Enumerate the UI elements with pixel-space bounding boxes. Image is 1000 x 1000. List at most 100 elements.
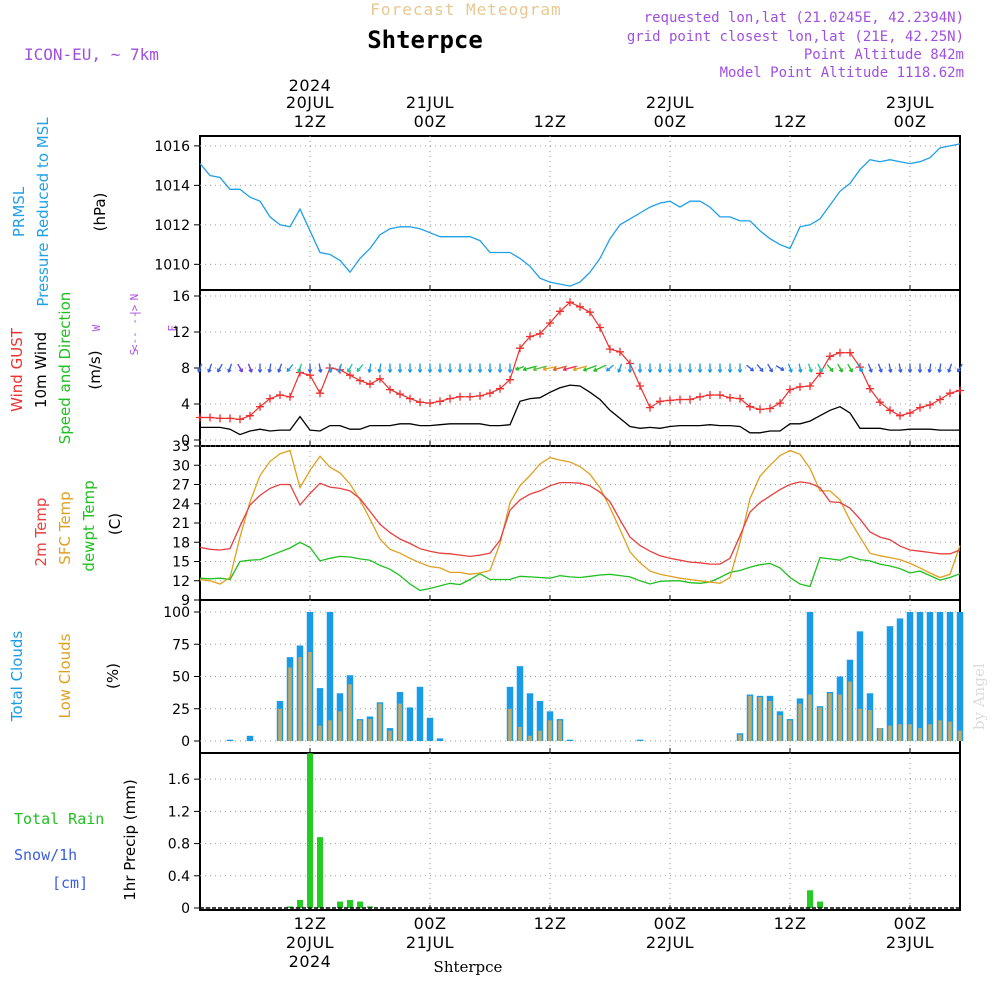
low-cloud-bar xyxy=(328,720,332,741)
header-point-altitude: Point Altitude 842m xyxy=(804,47,964,63)
wind-arrow xyxy=(447,363,453,373)
gust-marker xyxy=(546,319,554,327)
wind-arrow-head xyxy=(957,368,962,373)
y-tick-label: 0.4 xyxy=(168,869,190,885)
low-cloud-bar xyxy=(368,719,372,741)
time-label-bottom: 23JUL xyxy=(886,933,934,952)
gust-marker xyxy=(526,332,534,341)
gust-marker xyxy=(696,392,704,401)
wind-arrow-shaft xyxy=(756,364,764,372)
low-cloud-bar xyxy=(318,725,322,741)
gust-marker xyxy=(576,302,584,311)
wind-arrow xyxy=(917,363,923,373)
wind-arrow-shaft xyxy=(347,363,353,373)
gust-marker xyxy=(426,399,434,408)
y-tick-label: 15 xyxy=(172,555,190,571)
header-grid-point: grid point closest lon,lat (21E, 42.25N) xyxy=(627,29,964,45)
gust-marker xyxy=(636,382,644,390)
pressure-label-1: PRMSL xyxy=(10,186,28,237)
wind-10m-label: 10m Wind xyxy=(32,332,50,408)
wind-arrow-shaft xyxy=(247,363,253,373)
time-label-bottom: 20JUL xyxy=(286,933,334,952)
gust-marker xyxy=(616,347,624,356)
gust-marker xyxy=(496,384,504,393)
wind-arrow xyxy=(217,363,223,373)
wind-arrow-head xyxy=(657,369,663,373)
wind-arrow xyxy=(572,365,587,372)
wind-arrow-head xyxy=(749,367,755,372)
wind-arrow-head xyxy=(937,368,942,373)
gust-marker xyxy=(716,391,724,399)
y-tick-label: 18 xyxy=(172,535,190,551)
wind-arrow xyxy=(817,363,823,373)
wind-arrow-shaft xyxy=(318,363,322,373)
wind-arrow-head xyxy=(798,368,803,373)
wind-arrow xyxy=(867,363,873,373)
low-cloud-bar xyxy=(958,730,962,741)
wind-arrow-shaft xyxy=(775,365,785,371)
wind-arrow xyxy=(356,364,364,373)
watermark: by Angel xyxy=(970,663,988,730)
y-tick-label: 9 xyxy=(181,593,190,609)
wind-arrow xyxy=(727,363,733,373)
wind-arrow xyxy=(207,363,213,373)
wind-arrow xyxy=(667,363,673,373)
header-model: ICON-EU, ~ 7km xyxy=(24,45,159,64)
low-cloud-bar xyxy=(348,684,352,741)
wind-arrow xyxy=(377,363,382,373)
low-cloud-bar xyxy=(858,708,862,741)
y-tick-label: 1014 xyxy=(154,178,190,194)
wind-arrow-shaft xyxy=(553,365,567,371)
compass-w: W xyxy=(90,324,103,331)
gust-marker xyxy=(276,391,284,399)
total-cloud-bar xyxy=(636,739,644,741)
wind-arrow-head xyxy=(522,366,527,372)
y-tick-label: 50 xyxy=(172,670,190,686)
header-requested: requested lon,lat (21.0245E, 42.2394N) xyxy=(644,10,964,26)
wind-arrow-head xyxy=(197,368,202,373)
gust-marker xyxy=(806,382,814,390)
gust-marker xyxy=(286,392,294,401)
snow-unit-label: [cm] xyxy=(52,874,88,892)
gust-marker xyxy=(226,414,234,423)
gust-marker xyxy=(406,394,414,403)
wind-arrow xyxy=(717,363,723,373)
wind-arrow-head xyxy=(487,369,493,373)
low-cloud-bar xyxy=(378,703,382,741)
gust-marker xyxy=(756,405,764,414)
gust-marker xyxy=(376,374,384,383)
wind-arrow-head xyxy=(427,369,433,373)
total-cloud-bar xyxy=(316,688,324,741)
gust-marker xyxy=(446,394,454,403)
wind-arrow-head xyxy=(858,368,863,373)
wind-arrow-shaft xyxy=(847,363,853,373)
gust-marker xyxy=(706,391,714,399)
wind-arrow-head xyxy=(238,368,243,373)
wind-arrow-head xyxy=(347,368,352,373)
wind-arrow xyxy=(457,363,463,373)
y-tick-label: 1010 xyxy=(154,257,190,273)
wind-arrow-head xyxy=(477,369,483,373)
wind-arrow-head xyxy=(727,369,733,373)
wind-arrow xyxy=(593,364,607,372)
wind-arrow xyxy=(286,364,294,373)
wind-arrow-shaft xyxy=(378,363,382,373)
wind-arrow-head xyxy=(868,368,873,373)
wind-arrow-shaft xyxy=(368,363,372,373)
wind-arrow-head xyxy=(248,368,253,373)
wind-arrow-shaft xyxy=(787,363,793,373)
wind-gust-line xyxy=(200,301,961,420)
gust-marker xyxy=(486,389,494,398)
wind-10m-line xyxy=(200,384,960,436)
low-cloud-bar xyxy=(538,730,542,741)
low-cloud-bar xyxy=(798,703,802,741)
wind-arrow-shaft xyxy=(237,363,243,373)
wind-arrow xyxy=(297,363,303,373)
low-cloud-bar xyxy=(778,715,782,741)
wind-arrow-head xyxy=(307,369,313,373)
gust-marker xyxy=(596,323,604,332)
wind-arrow-head xyxy=(927,368,932,373)
wind-arrow-head xyxy=(808,368,813,373)
wind-arrow-shaft xyxy=(898,363,902,373)
gust-marker xyxy=(346,371,354,380)
